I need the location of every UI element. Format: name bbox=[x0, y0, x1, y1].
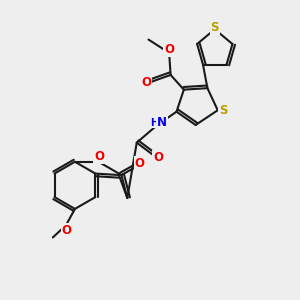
Text: H: H bbox=[150, 118, 158, 128]
Text: O: O bbox=[164, 44, 174, 56]
Text: O: O bbox=[142, 76, 152, 89]
Text: N: N bbox=[157, 116, 167, 129]
Text: S: S bbox=[211, 21, 219, 34]
Text: S: S bbox=[219, 104, 227, 117]
Text: O: O bbox=[94, 150, 104, 163]
Text: O: O bbox=[135, 157, 145, 170]
Text: O: O bbox=[62, 224, 72, 237]
Text: O: O bbox=[153, 151, 163, 164]
